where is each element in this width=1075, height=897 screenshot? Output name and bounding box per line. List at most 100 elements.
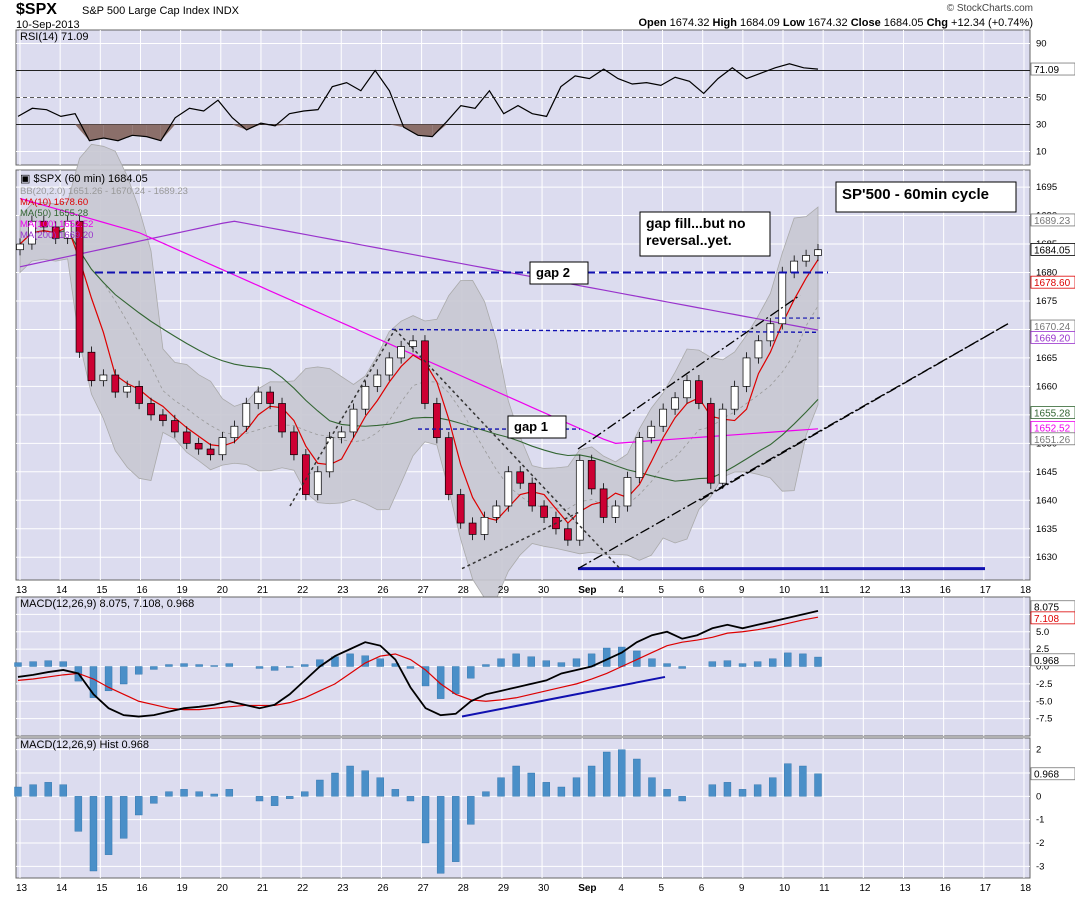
price-x-tick-label: 11	[819, 585, 830, 596]
macd-y-tick-label: -5.0	[1036, 696, 1052, 707]
hist-bar	[165, 791, 173, 797]
price-x-tick-label: 5	[659, 585, 665, 596]
hist-x-tick-label: 12	[859, 883, 871, 894]
macd-tag-0: 8.075	[1034, 603, 1059, 614]
annotation-gap2: gap 2	[536, 265, 570, 280]
hist-bar	[150, 796, 158, 804]
candle-body	[790, 260, 799, 273]
hist-bar	[512, 765, 520, 797]
hist-bar	[59, 784, 67, 797]
low-value: 1674.32	[807, 17, 848, 29]
rsi-y-tick-label: 10	[1036, 147, 1047, 158]
price-x-tick-label: 28	[458, 585, 470, 596]
hist-x-tick-label: 4	[618, 883, 624, 894]
hist-bar	[361, 770, 369, 797]
price-x-tick-label: 23	[337, 585, 349, 596]
price-tag-0-box	[1030, 213, 1075, 227]
macd-hist-bar	[89, 666, 98, 698]
candle-body	[433, 403, 441, 438]
overlay-legend-MA(50): MA(50) 1655.28	[20, 208, 88, 219]
price-x-tick-label: 20	[217, 585, 229, 596]
ma100-line	[19, 197, 819, 444]
macd-line	[17, 610, 819, 718]
macd-hist-bar	[482, 664, 490, 667]
hist-x-tick-label: 17	[980, 883, 992, 894]
price-x-tick-label: 16	[940, 585, 952, 596]
hist-y-tick-label: -1	[1036, 815, 1044, 826]
price-tag-5: 1655.28	[1034, 409, 1071, 420]
dotted-trend-down	[394, 328, 621, 570]
annotation-title: SP'500 - 60min cycle	[842, 186, 989, 203]
price-tag-4-box	[1030, 331, 1075, 344]
rsi-oversold-fill	[418, 124, 433, 137]
price-tag-3: 1670.24	[1034, 322, 1071, 333]
hist-x-tick-label: 16	[136, 883, 148, 894]
hist-bar	[678, 796, 686, 802]
macd-hist-bar	[29, 661, 37, 667]
hist-bar	[104, 796, 113, 855]
hist-bar	[436, 796, 445, 874]
candle-body	[75, 220, 84, 353]
ma50-line	[19, 229, 819, 482]
hist-x-tick-label: 16	[940, 883, 952, 894]
price-x-tick-label: 19	[177, 585, 189, 596]
macd-trend-line	[461, 675, 666, 718]
candle-body	[170, 420, 179, 433]
rsi-y-tick-label: 50	[1036, 93, 1047, 104]
macd-tag-1: 7.108	[1034, 614, 1059, 625]
dotted-trend-up	[289, 329, 396, 507]
candle-body	[63, 220, 72, 239]
candle-body	[99, 374, 108, 382]
annotation-gap-fill: reversal..yet.	[646, 232, 732, 248]
macd-hist-bar	[406, 666, 415, 669]
open-value: 1674.32	[669, 17, 710, 29]
candle-body	[349, 408, 358, 433]
candle-body	[444, 437, 453, 495]
price-x-tick-label: 13	[16, 585, 28, 596]
price-x-tick-label: 9	[739, 585, 745, 596]
candle-body	[51, 226, 60, 239]
hist-bar	[255, 796, 264, 802]
candle-body	[266, 391, 274, 404]
hist-x-tick-label: 14	[56, 883, 68, 894]
hist-bar	[285, 796, 294, 799]
rsi-oversold-fill	[160, 124, 176, 141]
candle-body	[647, 425, 656, 438]
annotation-gap-fill-box	[639, 211, 771, 257]
price-label: ▣ $SPX (60 min) 1684.05	[20, 173, 148, 185]
hist-bar	[331, 772, 339, 797]
price-y-tick-label: 1660	[1036, 381, 1057, 392]
hist-x-tick-label: 21	[257, 883, 269, 894]
macd-hist-bar	[708, 661, 717, 667]
price-tag-0: 1689.23	[1034, 216, 1071, 227]
price-x-tick-label: 26	[377, 585, 389, 596]
hist-bar	[225, 789, 234, 797]
hist-bar	[723, 782, 732, 797]
candle-body	[504, 471, 513, 507]
candle-body	[540, 505, 548, 518]
open-label: Open	[638, 17, 667, 29]
candle-body	[385, 357, 394, 376]
price-y-tick-label: 1640	[1036, 495, 1057, 506]
hist-bar	[135, 796, 143, 816]
candle-body	[635, 437, 644, 478]
chg-value: +12.34 (+0.74%)	[951, 17, 1033, 29]
candle-body	[468, 522, 477, 535]
rsi-current-tag-box	[1030, 62, 1075, 76]
candle-body	[28, 220, 36, 245]
hist-bar	[753, 784, 762, 797]
price-x-tick-label: Sep	[578, 585, 596, 596]
hist-x-tick-label: 22	[297, 883, 309, 894]
macd-hist-bar	[678, 666, 686, 669]
hist-bar	[708, 784, 717, 797]
candle-body	[564, 528, 572, 541]
rsi-y-tick-label: 90	[1036, 39, 1047, 50]
candle-body	[706, 403, 715, 484]
price-x-tick-label: 12	[859, 585, 871, 596]
hist-bar	[89, 796, 98, 872]
hist-bar	[270, 796, 279, 806]
hist-bar	[195, 791, 203, 797]
candle-body	[492, 505, 501, 518]
candle-body	[16, 243, 24, 251]
rsi-oversold-fill	[75, 124, 90, 141]
